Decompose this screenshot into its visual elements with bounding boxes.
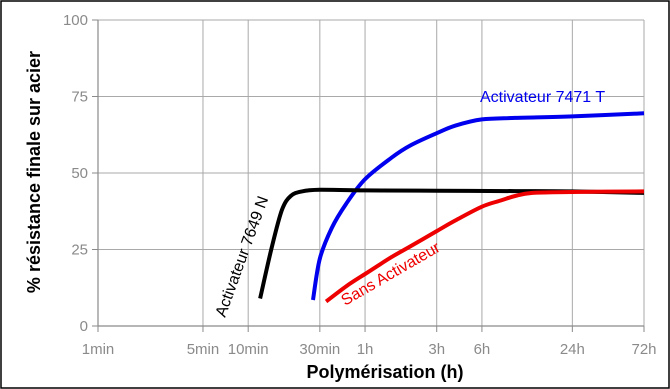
series-activateur-7471-t-line <box>311 111 645 301</box>
y-tick-label: 0 <box>80 318 88 335</box>
y-axis-title: % résistance finale sur acier <box>24 51 44 293</box>
x-tick-label: 1min <box>82 341 115 358</box>
x-tick-label: 3h <box>428 341 445 358</box>
y-tick-label: 25 <box>71 242 88 259</box>
y-tick-label: 75 <box>71 89 88 106</box>
x-tick-label: 72h <box>631 341 656 358</box>
series-lines <box>258 111 645 304</box>
x-tick-label: 1h <box>357 341 374 358</box>
x-axis-title: Polymérisation (h) <box>306 362 463 382</box>
y-tick-labels: 0 25 50 75 100 <box>63 12 88 335</box>
x-tick-label: 5min <box>187 341 220 358</box>
y-tick-label: 50 <box>71 165 88 182</box>
series-label-activateur-7471-t: Activateur 7471 T <box>480 89 605 106</box>
x-tick-label: 30min <box>299 341 340 358</box>
x-tick-label: 10min <box>228 341 269 358</box>
series-sans-activateur-line <box>324 189 645 304</box>
x-tick-label: 24h <box>560 341 585 358</box>
y-tick-label: 100 <box>63 12 88 29</box>
x-tick-labels: 1min 5min 10min 30min 1h 3h 6h 24h 72h <box>82 341 657 358</box>
x-tick-label: 6h <box>474 341 491 358</box>
